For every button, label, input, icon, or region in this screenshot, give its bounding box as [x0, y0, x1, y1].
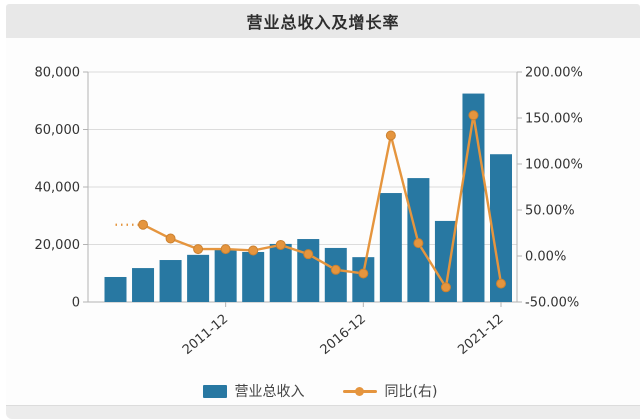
bar[interactable] [379, 193, 402, 302]
card-footer-strip [6, 405, 640, 419]
bar[interactable] [352, 257, 375, 302]
legend-item-revenue[interactable]: 营业总收入 [202, 381, 305, 401]
right-axis-tick-label: -50.00% [525, 296, 579, 311]
chart-title: 营业总收入及增长率 [246, 13, 400, 32]
chart-area [6, 38, 640, 405]
bar[interactable] [132, 268, 155, 302]
legend-item-yoy[interactable]: 同比(右) [342, 381, 438, 401]
line-marker[interactable] [165, 233, 176, 244]
line-marker[interactable] [138, 219, 149, 230]
bar[interactable] [324, 247, 347, 302]
line-marker[interactable] [358, 268, 369, 279]
bar[interactable] [104, 276, 127, 302]
bar[interactable] [214, 249, 237, 302]
left-axis-tick-label: 60,000 [35, 123, 81, 138]
x-axis-tick-label: 2011-12 [180, 312, 231, 358]
bar[interactable] [187, 254, 210, 302]
line-marker[interactable] [468, 110, 479, 121]
line-marker[interactable] [193, 244, 204, 255]
line-marker[interactable] [303, 249, 314, 260]
bar-series [104, 93, 512, 302]
left-axis-tick-label: 0 [72, 296, 80, 311]
bar[interactable] [269, 243, 292, 302]
line-marker[interactable] [330, 264, 341, 275]
right-axis-tick-label: 150.00% [525, 112, 583, 127]
left-axis-tick-label: 80,000 [35, 66, 81, 81]
right-axis-tick-label: 0.00% [525, 250, 566, 265]
right-axis-tick-label: 200.00% [525, 66, 583, 81]
bar[interactable] [462, 93, 485, 302]
right-axis-tick-label: 100.00% [525, 158, 583, 173]
left-axis-tick-label: 40,000 [35, 181, 81, 196]
right-axis-tick-label: 50.00% [525, 204, 575, 219]
line-marker[interactable] [496, 278, 506, 289]
line-marker[interactable] [248, 245, 259, 256]
bar[interactable] [297, 239, 320, 302]
line-marker[interactable] [385, 130, 396, 141]
bar[interactable] [242, 251, 265, 302]
legend-label-revenue: 营业总收入 [234, 384, 305, 400]
line-marker[interactable] [220, 244, 231, 255]
bar[interactable] [434, 220, 457, 302]
bar-series-swatch-icon [202, 384, 227, 398]
bar[interactable] [490, 154, 512, 302]
left-axis-tick-label: 20,000 [35, 238, 81, 253]
line-marker[interactable] [275, 239, 286, 250]
chart-legend: 营业总收入 同比(右) [0, 381, 640, 401]
line-series-swatch-icon [342, 386, 377, 396]
chart-canvas: 0 20,000 40,000 60,000 80,000 -50.00% 0.00% 50.… [35, 66, 583, 358]
line-marker[interactable] [440, 282, 451, 293]
line-marker[interactable] [413, 238, 424, 249]
bar[interactable] [159, 260, 182, 302]
line-series [115, 110, 506, 293]
x-axis-tick-label: 2016-12 [318, 312, 369, 358]
legend-label-yoy: 同比(右) [384, 384, 438, 400]
x-axis-tick-label: 2021-12 [455, 312, 506, 358]
